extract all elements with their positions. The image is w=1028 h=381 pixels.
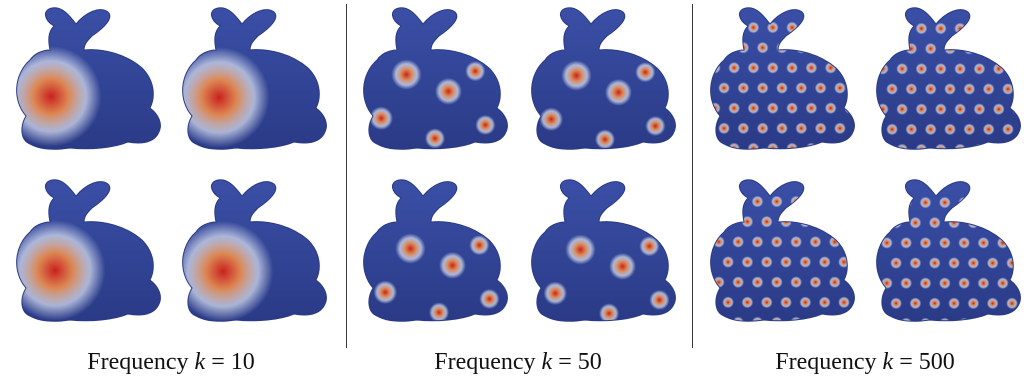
bunny-icon: [182, 7, 327, 150]
caption-frequency-50: Frequency k = 50: [347, 349, 689, 376]
bunny-icon: [363, 7, 508, 150]
panel-divider-1: [346, 4, 347, 348]
panel-frequency-500: Frequency k = 500: [694, 0, 1028, 381]
bunny-render-bottom-left: [4, 176, 172, 344]
caption-prefix: Frequency: [434, 349, 536, 375]
caption-k-value: = 500: [899, 349, 955, 375]
bunny-icon: [16, 179, 161, 322]
bunny-icon: [363, 179, 508, 322]
panel-divider-2: [692, 4, 693, 348]
bunny-render-bottom-right: [864, 176, 1028, 344]
bunny-render-bottom-right: [170, 176, 338, 344]
bunny-icon: [876, 179, 1021, 322]
panel-frequency-50: Frequency k = 50: [347, 0, 689, 381]
caption-k-symbol: k: [194, 349, 206, 375]
caption-frequency-10: Frequency k = 10: [0, 349, 342, 376]
bunny-render-top-right: [170, 4, 338, 172]
bunny-render-top-left: [698, 4, 866, 172]
bunny-icon: [531, 179, 676, 322]
bunny-icon: [710, 7, 855, 150]
caption-k-symbol: k: [541, 349, 553, 375]
bunny-icon: [710, 179, 855, 322]
caption-prefix: Frequency: [775, 349, 877, 375]
bunny-render-bottom-left: [698, 176, 866, 344]
bunny-icon: [182, 179, 327, 322]
caption-frequency-500: Frequency k = 500: [694, 349, 1028, 376]
bunny-render-top-right: [519, 4, 687, 172]
caption-k-symbol: k: [882, 349, 894, 375]
bunny-icon: [876, 7, 1021, 150]
bunny-render-bottom-left: [351, 176, 519, 344]
bunny-render-top-right: [864, 4, 1028, 172]
bunny-icon: [531, 7, 676, 150]
bunny-icon: [16, 7, 161, 150]
caption-k-value: = 50: [558, 349, 602, 375]
caption-prefix: Frequency: [87, 349, 189, 375]
caption-k-value: = 10: [211, 349, 255, 375]
bunny-render-top-left: [4, 4, 172, 172]
bunny-render-top-left: [351, 4, 519, 172]
panel-frequency-10: Frequency k = 10: [0, 0, 342, 381]
bunny-render-bottom-right: [519, 176, 687, 344]
